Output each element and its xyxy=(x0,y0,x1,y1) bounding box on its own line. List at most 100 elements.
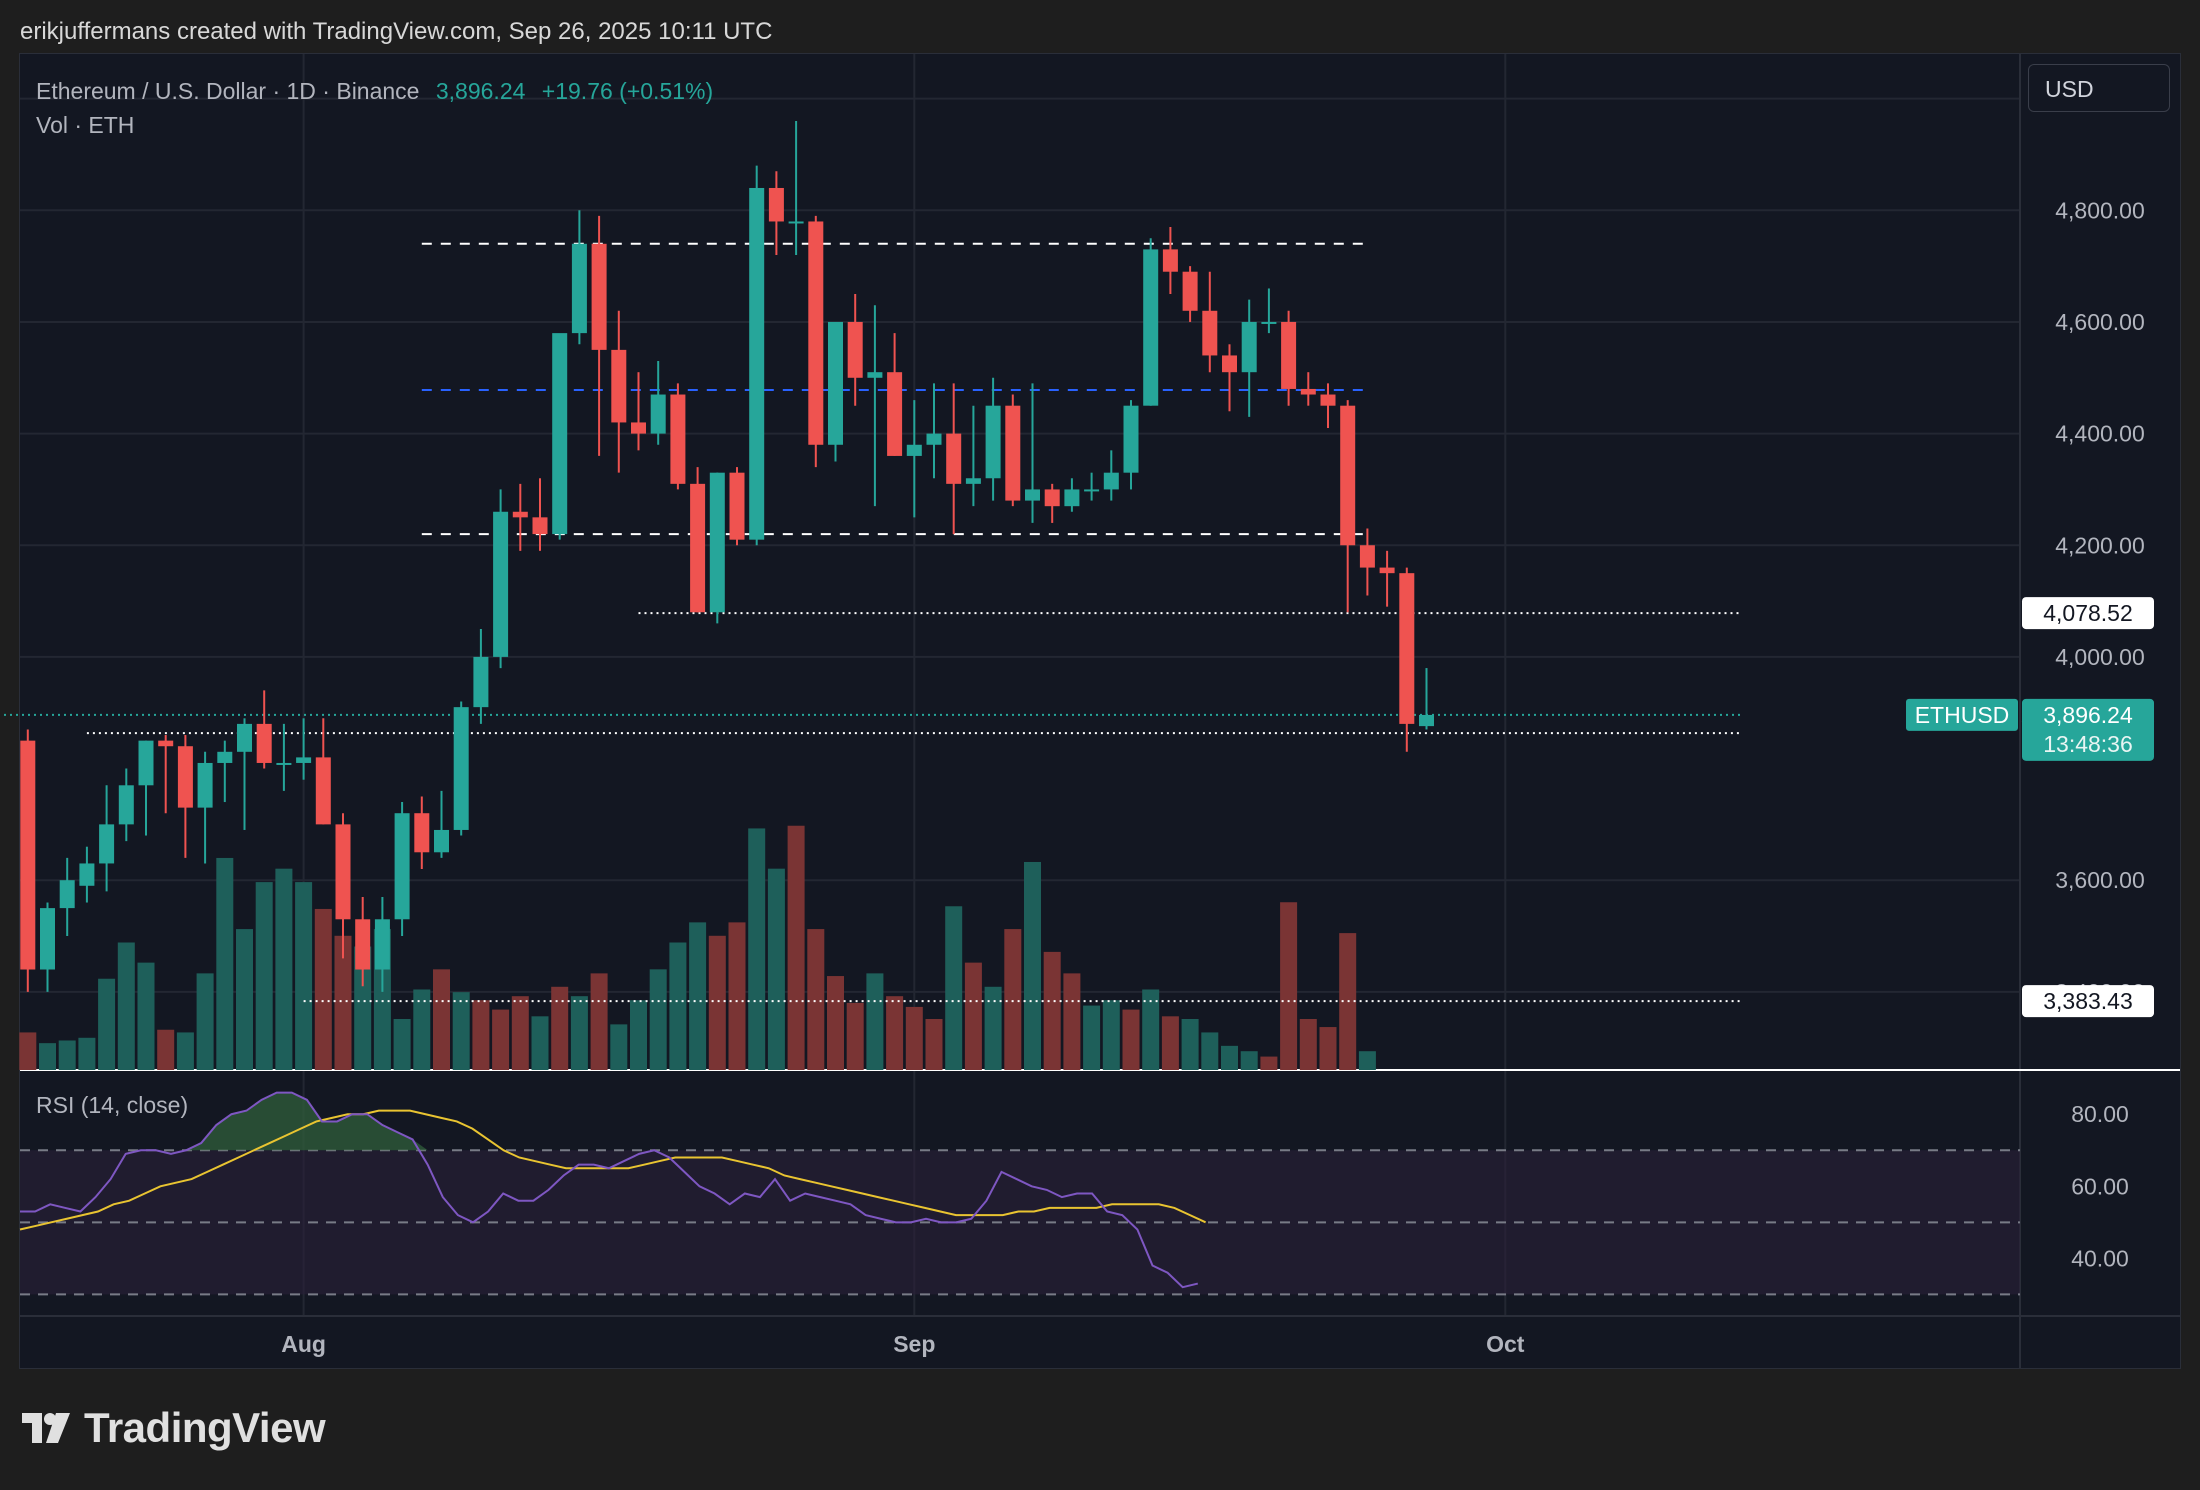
rsi-legend[interactable]: RSI (14, close) xyxy=(36,1092,189,1118)
candle-body[interactable] xyxy=(315,757,331,825)
candle-body[interactable] xyxy=(473,656,489,708)
rsi-ma-line[interactable] xyxy=(19,1109,1207,1231)
candle-body[interactable] xyxy=(532,517,548,535)
candle-body[interactable] xyxy=(177,746,193,808)
volume-bar xyxy=(1201,1032,1219,1070)
candle-body[interactable] xyxy=(1359,545,1375,568)
candle-body[interactable] xyxy=(965,478,981,484)
candle-body[interactable] xyxy=(237,723,252,752)
price-level-tag[interactable] xyxy=(2022,985,2154,1018)
candle-body[interactable] xyxy=(670,394,686,484)
candle-body[interactable] xyxy=(926,433,942,445)
price-level-tag[interactable] xyxy=(2022,597,2154,630)
candle-body[interactable] xyxy=(1419,714,1434,727)
candle-body[interactable] xyxy=(1162,249,1178,272)
candle-body[interactable] xyxy=(296,757,312,763)
candle-body[interactable] xyxy=(197,762,213,808)
volume-legend[interactable]: Vol · ETH xyxy=(36,112,135,138)
candle-body[interactable] xyxy=(1202,310,1218,356)
volume-bar xyxy=(551,986,569,1070)
candle-body[interactable] xyxy=(276,762,292,765)
price-tick-label: 4,000.00 xyxy=(2055,644,2145,670)
candle-body[interactable] xyxy=(1222,355,1237,373)
candle-body[interactable] xyxy=(453,707,469,830)
candle-body[interactable] xyxy=(631,422,646,434)
candle-body[interactable] xyxy=(591,243,607,350)
candle-body[interactable] xyxy=(906,444,922,456)
candle-body[interactable] xyxy=(867,372,883,378)
volume-bar xyxy=(610,1024,628,1070)
candle-body[interactable] xyxy=(985,405,1001,479)
candle-body[interactable] xyxy=(1300,388,1316,395)
candle-body[interactable] xyxy=(1084,489,1100,492)
candle-body[interactable] xyxy=(1143,249,1159,406)
candle-body[interactable] xyxy=(138,740,154,786)
candle-body[interactable] xyxy=(256,723,272,763)
candle-body[interactable] xyxy=(1379,567,1395,574)
volume-bar xyxy=(275,868,293,1070)
price-level-tag-label: 3,383.43 xyxy=(2043,988,2133,1014)
candle-body[interactable] xyxy=(394,813,410,920)
candle-body[interactable] xyxy=(729,472,745,540)
candle-body[interactable] xyxy=(374,919,390,970)
candle-body[interactable] xyxy=(59,880,75,909)
candle-body[interactable] xyxy=(1044,489,1060,507)
volume-bar xyxy=(964,962,982,1070)
candle-body[interactable] xyxy=(434,829,449,853)
candle-body[interactable] xyxy=(611,349,627,423)
candle-body[interactable] xyxy=(1103,472,1119,490)
candle-body[interactable] xyxy=(118,785,134,825)
candle-body[interactable] xyxy=(808,221,824,445)
rsi-overbought-fill xyxy=(20,1092,1198,1151)
candle-body[interactable] xyxy=(1005,405,1021,501)
candle-body[interactable] xyxy=(217,751,233,763)
volume-bar xyxy=(925,1019,943,1070)
candle-body[interactable] xyxy=(99,824,115,864)
last-price-tag[interactable] xyxy=(2022,698,2154,761)
candle-body[interactable] xyxy=(40,908,55,970)
candle-body[interactable] xyxy=(1064,489,1080,507)
volume-bar xyxy=(354,946,372,1070)
candle-body[interactable] xyxy=(512,511,528,518)
candle-body[interactable] xyxy=(1182,271,1198,311)
rsi-line[interactable] xyxy=(20,1091,1199,1289)
candle-body[interactable] xyxy=(1281,321,1297,389)
candle-body[interactable] xyxy=(650,394,666,434)
candle-body[interactable] xyxy=(414,813,430,853)
symbol-tag[interactable] xyxy=(1906,698,2018,731)
candle-body[interactable] xyxy=(828,321,843,445)
currency-button[interactable]: USD xyxy=(2028,64,2170,112)
candle-body[interactable] xyxy=(355,919,371,970)
candle-body[interactable] xyxy=(709,472,725,613)
candle-body[interactable] xyxy=(552,333,568,535)
volume-bar xyxy=(748,828,766,1070)
tradingview-logo[interactable]: TradingView xyxy=(22,1404,326,1452)
candle-body[interactable] xyxy=(493,511,509,657)
candle-body[interactable] xyxy=(1340,405,1356,546)
candle-body[interactable] xyxy=(20,740,36,970)
candle-body[interactable] xyxy=(335,824,351,920)
candle-body[interactable] xyxy=(158,740,174,747)
candle-body[interactable] xyxy=(1399,573,1415,724)
candle-body[interactable] xyxy=(768,187,784,222)
candle-body[interactable] xyxy=(887,372,903,456)
time-tick-label: Sep xyxy=(893,1331,935,1357)
candle-body[interactable] xyxy=(690,483,706,613)
volume-bar xyxy=(767,868,785,1070)
candle-body[interactable] xyxy=(1241,321,1257,373)
candle-body[interactable] xyxy=(749,187,765,540)
candle-body[interactable] xyxy=(571,243,587,334)
volume-bar xyxy=(689,922,707,1070)
candle-body[interactable] xyxy=(847,321,863,378)
candle-body[interactable] xyxy=(1123,405,1139,473)
candle-body[interactable] xyxy=(1320,394,1336,406)
candle-body[interactable] xyxy=(946,433,962,484)
volume-bar xyxy=(728,922,746,1070)
volume-bar xyxy=(1004,929,1022,1070)
candle-body[interactable] xyxy=(1261,321,1277,324)
symbol-title[interactable]: Ethereum / U.S. Dollar · 1D · Binance xyxy=(36,78,420,104)
candle-body[interactable] xyxy=(79,863,95,886)
candle-body[interactable] xyxy=(1025,489,1040,501)
candle-body[interactable] xyxy=(788,221,804,224)
